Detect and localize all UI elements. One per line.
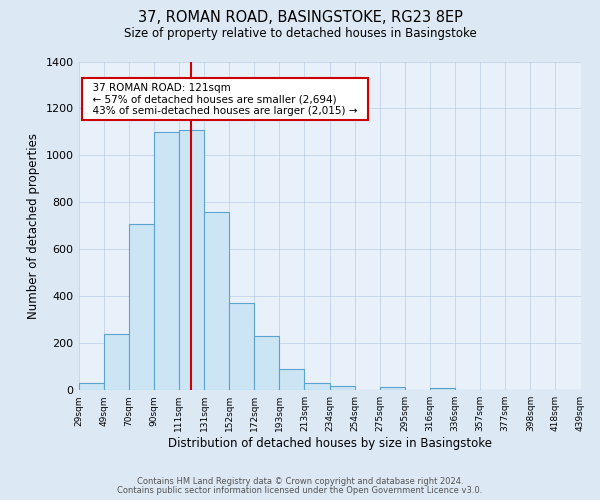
Text: 37 ROMAN ROAD: 121sqm
  ← 57% of detached houses are smaller (2,694)
  43% of se: 37 ROMAN ROAD: 121sqm ← 57% of detached … [86, 82, 364, 116]
Bar [380, 386, 405, 390]
Bar [154, 132, 179, 390]
X-axis label: Distribution of detached houses by size in Basingstoke: Distribution of detached houses by size … [167, 437, 491, 450]
Text: Size of property relative to detached houses in Basingstoke: Size of property relative to detached ho… [124, 28, 476, 40]
Bar [129, 224, 154, 390]
Bar [254, 336, 280, 390]
Y-axis label: Number of detached properties: Number of detached properties [27, 133, 40, 319]
Bar [304, 383, 329, 390]
Text: Contains HM Land Registry data © Crown copyright and database right 2024.: Contains HM Land Registry data © Crown c… [137, 477, 463, 486]
Bar [229, 304, 254, 390]
Bar [280, 369, 304, 390]
Bar [79, 383, 104, 390]
Bar [179, 130, 204, 390]
Text: 37, ROMAN ROAD, BASINGSTOKE, RG23 8EP: 37, ROMAN ROAD, BASINGSTOKE, RG23 8EP [137, 10, 463, 25]
Bar [329, 386, 355, 390]
Bar [204, 212, 229, 390]
Text: Contains public sector information licensed under the Open Government Licence v3: Contains public sector information licen… [118, 486, 482, 495]
Bar [104, 334, 129, 390]
Bar [430, 388, 455, 390]
